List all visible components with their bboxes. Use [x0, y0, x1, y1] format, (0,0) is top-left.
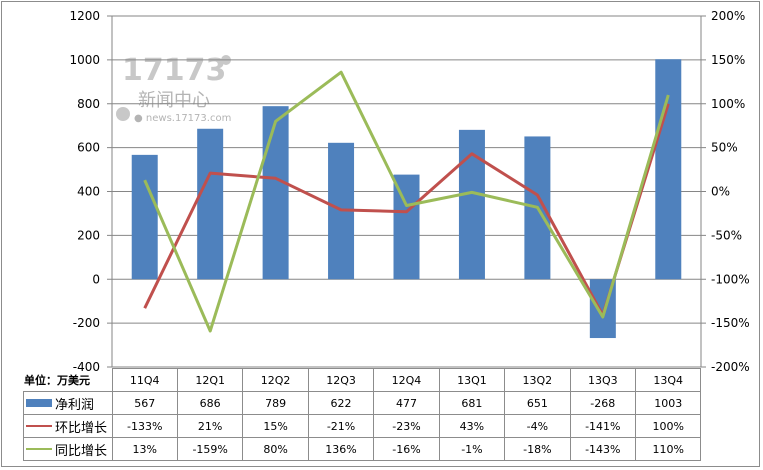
table-cell: 477	[373, 391, 440, 415]
table-cell: -268	[569, 391, 637, 415]
legend-swatch-icon	[26, 399, 52, 407]
table-cell: 43%	[438, 414, 506, 438]
right-axis-tick: -50%	[711, 228, 742, 242]
table-cell: 651	[504, 391, 571, 415]
legend-label: 同比增长	[55, 443, 108, 459]
legend-label: 环比增长	[55, 420, 108, 436]
category-header: 12Q2	[242, 368, 309, 392]
bar-11Q4	[131, 154, 158, 280]
table-cell: -18%	[504, 437, 571, 461]
category-header: 13Q4	[634, 368, 702, 392]
bar-12Q2	[262, 106, 289, 280]
legend-swatch-icon	[26, 448, 52, 450]
right-axis-tick: -150%	[711, 316, 750, 330]
table-row: 净利润 567 686 789 622 477 681 651 -268 1003	[23, 391, 702, 415]
right-axis-tick: -100%	[711, 272, 750, 286]
table-cell: -23%	[373, 414, 440, 438]
bar-12Q1	[197, 128, 224, 280]
table-cell: 681	[438, 391, 506, 415]
category-header: 13Q3	[569, 368, 637, 392]
category-header: 12Q1	[176, 368, 244, 392]
table-cell: -16%	[373, 437, 440, 461]
table-cell: 136%	[307, 437, 375, 461]
bar-12Q4	[393, 174, 420, 280]
left-axis-tick: 0	[92, 272, 100, 286]
table-row: 环比增长 -133% 21% 15% -21% -23% 43% -4% -141% 100%	[23, 414, 702, 438]
table-cell: 21%	[176, 414, 244, 438]
right-axis-tick: 50%	[711, 141, 738, 155]
table-cell: 622	[307, 391, 375, 415]
line-series-2	[143, 70, 670, 333]
left-axis-tick: 200	[77, 228, 100, 242]
left-axis-tick: 800	[77, 97, 100, 111]
legend-cell: 环比增长	[23, 414, 113, 438]
table-cell: 80%	[242, 437, 309, 461]
left-axis-tick: 400	[77, 185, 100, 199]
watermark-text: 新闻中心	[138, 90, 210, 111]
table-row: 同比增长 13% -159% 80% 136% -16% -1% -18% -143% 110%	[23, 437, 702, 461]
left-axis-tick: 1000	[69, 53, 100, 67]
legend-label: 净利润	[55, 397, 95, 413]
table-cell: 1003	[634, 391, 702, 415]
table-cell: -141%	[569, 414, 637, 438]
category-header: 12Q4	[373, 368, 440, 392]
table-corner	[24, 369, 113, 392]
table-cell: 567	[111, 391, 178, 415]
bar-13Q1	[458, 129, 485, 280]
category-header: 13Q1	[438, 368, 506, 392]
table-cell: -1%	[438, 437, 506, 461]
watermark-logo: 17173	[122, 53, 226, 88]
right-axis-tick: -200%	[711, 360, 750, 374]
right-axis-tick: 0%	[711, 185, 730, 199]
table-cell: -143%	[569, 437, 637, 461]
watermark-icon	[116, 107, 130, 121]
table-cell: 789	[242, 391, 309, 415]
left-axis-tick: -400	[73, 360, 100, 374]
table-cell: -159%	[176, 437, 244, 461]
left-axis-tick: -200	[73, 316, 100, 330]
left-axis-tick: 1200	[69, 9, 100, 23]
table-cell: 100%	[634, 414, 702, 438]
legend-cell: 同比增长	[23, 437, 113, 461]
watermark-url: ● news.17173.com	[134, 113, 231, 124]
unit-label: 单位：万美元	[24, 374, 90, 387]
right-axis-tick: 100%	[711, 97, 745, 111]
bar-13Q4	[655, 59, 682, 280]
table-cell: -133%	[111, 414, 178, 438]
table-cell: -21%	[307, 414, 375, 438]
category-header: 13Q2	[504, 368, 571, 392]
legend-cell: 净利润	[23, 391, 113, 415]
left-axis-tick: 600	[77, 141, 100, 155]
table-cell: -4%	[504, 414, 571, 438]
table-cell: 110%	[634, 437, 702, 461]
table-cell: 13%	[111, 437, 178, 461]
data-table: 11Q4 12Q1 12Q2 12Q3 12Q4 13Q1 13Q2 13Q3 13Q4 净利润 5…	[23, 368, 702, 461]
right-axis-tick: 150%	[711, 53, 745, 67]
category-header: 11Q4	[111, 368, 178, 392]
table-cell: 15%	[242, 414, 309, 438]
legend-swatch-icon	[26, 425, 52, 427]
line-series-1	[143, 103, 670, 317]
category-header: 12Q3	[307, 368, 375, 392]
table-cell: 686	[176, 391, 244, 415]
right-axis-tick: 200%	[711, 9, 745, 23]
